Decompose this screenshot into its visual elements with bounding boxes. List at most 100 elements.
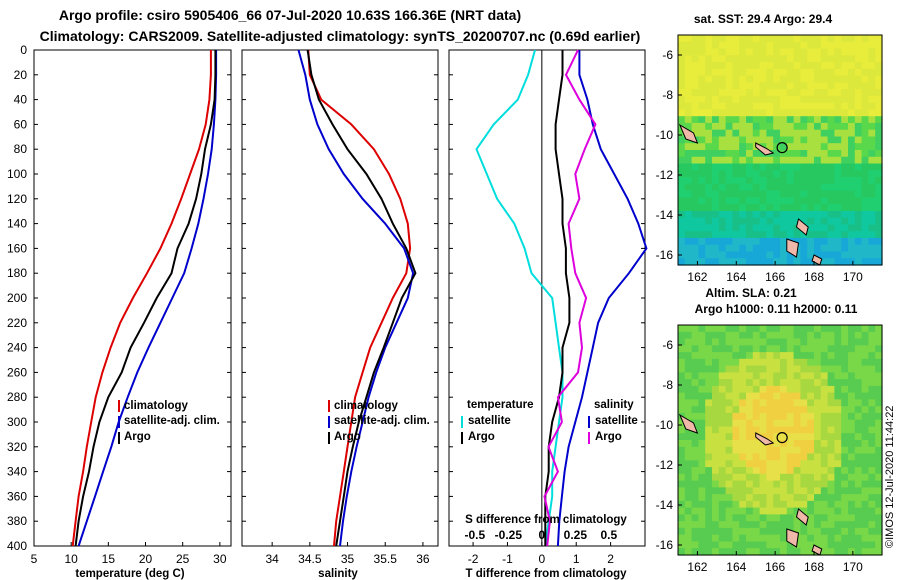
map-cell xyxy=(861,35,869,43)
map-cell xyxy=(861,541,869,549)
map-cell xyxy=(705,55,713,63)
map-cell xyxy=(786,480,795,488)
depth-tick-label: 40 xyxy=(14,93,28,107)
map-cell xyxy=(698,89,706,97)
map-cell xyxy=(684,48,693,56)
depth-tick-label: 200 xyxy=(7,291,27,305)
map-cell xyxy=(834,399,842,407)
map-cell xyxy=(739,251,747,259)
map-cell xyxy=(752,500,761,509)
map-cell xyxy=(725,440,733,448)
map-cell xyxy=(752,95,761,104)
map-cell xyxy=(746,122,754,131)
map-cell xyxy=(678,116,686,124)
map-cell xyxy=(732,325,740,333)
map-cell xyxy=(684,251,693,259)
map-cell xyxy=(752,89,761,97)
series-line-satellite-adj-clim- xyxy=(77,50,218,547)
map-cell xyxy=(773,453,781,461)
map-cell xyxy=(861,190,869,198)
map-cell xyxy=(684,338,693,346)
x-tick-label: 35 xyxy=(341,552,355,566)
map-cell xyxy=(678,352,686,360)
map-cell xyxy=(712,379,720,387)
map-cell xyxy=(718,55,727,63)
map-cell xyxy=(684,183,693,192)
map-cell xyxy=(780,548,788,556)
map-cell xyxy=(752,365,761,373)
map-cell xyxy=(834,95,842,104)
map-cell xyxy=(766,75,774,83)
map-cell xyxy=(759,385,767,394)
map-cell xyxy=(786,385,795,394)
map-cell xyxy=(759,136,767,144)
map-cell xyxy=(746,460,754,468)
map-cell xyxy=(827,231,835,239)
map-cell xyxy=(759,68,767,77)
map-cell xyxy=(786,521,795,529)
map-cell xyxy=(725,204,733,212)
map-cell xyxy=(861,170,869,178)
map-cell xyxy=(854,460,863,468)
map-cell xyxy=(759,419,767,428)
map-cell xyxy=(773,399,781,407)
map-cell xyxy=(848,258,856,266)
map-cell xyxy=(780,372,788,380)
map-cell xyxy=(698,48,706,56)
map-cell xyxy=(786,55,795,63)
map-cell xyxy=(746,197,754,205)
map-cell xyxy=(868,514,876,522)
map-cell xyxy=(705,372,713,380)
map-cell xyxy=(780,150,788,158)
island-shape xyxy=(755,142,775,156)
map-cell xyxy=(698,82,706,90)
map-cell xyxy=(834,460,842,468)
map-cell xyxy=(861,379,869,387)
map-cell xyxy=(793,35,801,43)
map-x-tick-label: 162 xyxy=(687,560,707,574)
map-cell xyxy=(766,156,774,165)
map-cell xyxy=(861,352,869,360)
map-cell xyxy=(861,129,869,138)
map-y-tick-label: -10 xyxy=(656,418,674,432)
map-cell xyxy=(786,251,795,259)
map-cell xyxy=(841,197,849,205)
map-cell xyxy=(827,170,835,178)
map-cell xyxy=(725,460,733,468)
map-cell xyxy=(732,433,740,441)
map-cell xyxy=(746,426,754,434)
map-cell xyxy=(800,150,808,158)
map-cell xyxy=(814,89,822,97)
map-cell xyxy=(691,163,699,171)
map-cell xyxy=(698,217,706,225)
map-cell xyxy=(678,392,686,400)
map-cell xyxy=(861,507,869,515)
map-cell xyxy=(786,82,795,90)
map-cell xyxy=(712,224,720,232)
map-cell xyxy=(854,122,863,131)
map-cell xyxy=(841,358,849,367)
map-cell xyxy=(854,406,863,414)
map-cell xyxy=(684,345,693,353)
map-cell xyxy=(848,163,856,171)
depth-tick-label: 220 xyxy=(7,316,27,330)
map-cell xyxy=(752,150,761,158)
map-cell xyxy=(786,89,795,97)
map-cell xyxy=(759,204,767,212)
map-cell xyxy=(834,82,842,90)
map-cell xyxy=(705,399,713,407)
map-cell xyxy=(875,419,883,428)
map-cell xyxy=(766,89,774,97)
map-cell xyxy=(718,399,727,407)
map-cell xyxy=(678,75,686,83)
map-x-tick-label: 168 xyxy=(804,270,824,284)
map-cell xyxy=(718,210,727,219)
map-cell xyxy=(814,426,822,434)
map-cell xyxy=(868,156,876,165)
map-cell xyxy=(834,480,842,488)
map-cell xyxy=(868,385,876,394)
map-cell xyxy=(820,352,829,360)
map-cell xyxy=(827,156,835,165)
map-cell xyxy=(732,473,740,482)
map-cell xyxy=(854,440,863,448)
